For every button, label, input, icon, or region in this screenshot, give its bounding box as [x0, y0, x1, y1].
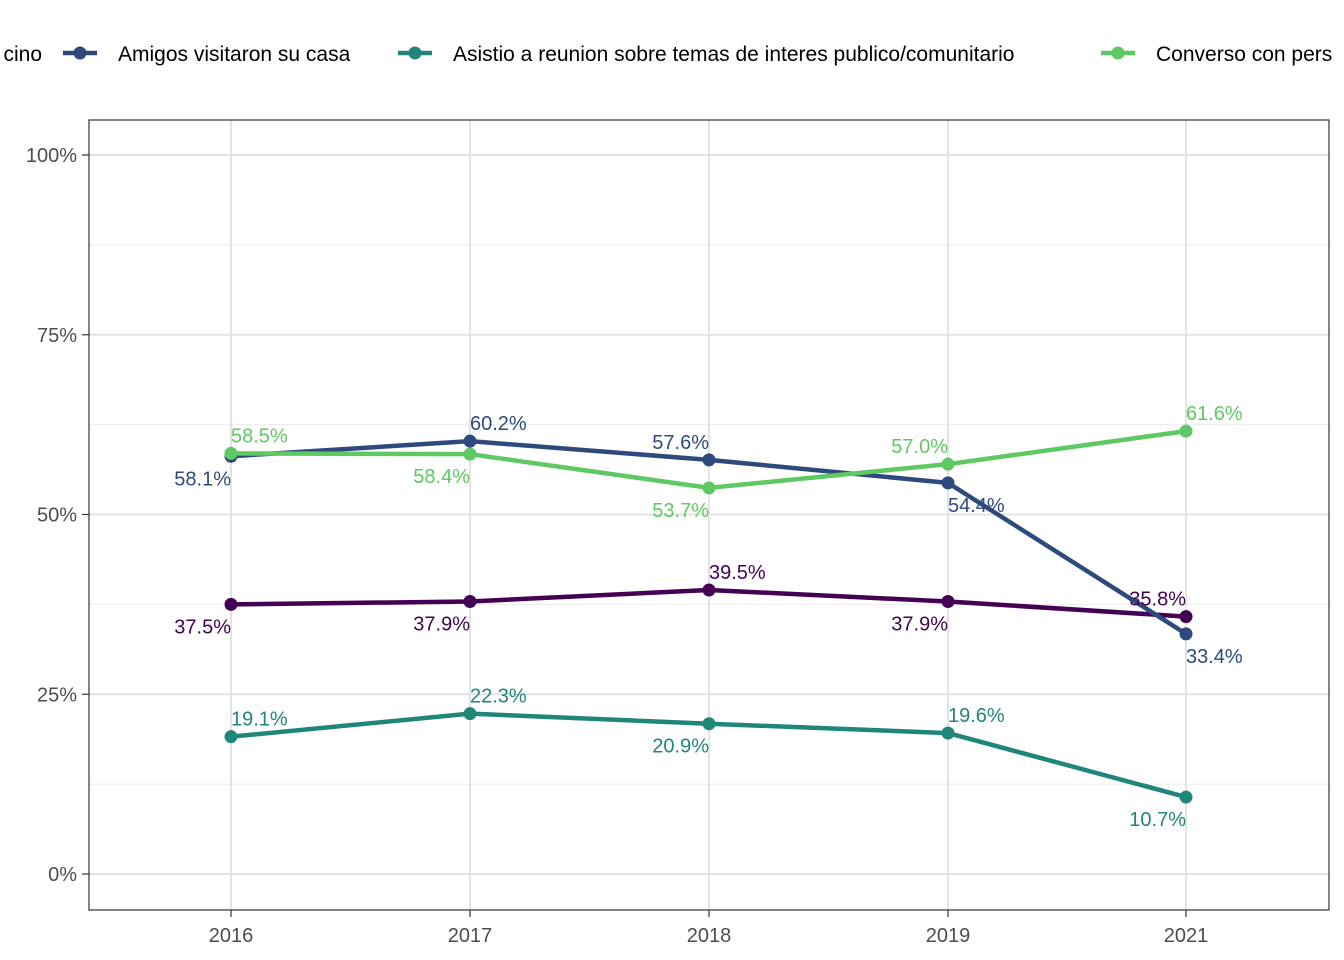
legend-label: Amigos visitaron su casa: [118, 43, 351, 66]
data-point: [1179, 424, 1193, 438]
legend-key-point: [408, 46, 422, 60]
data-label: 33.4%: [1186, 646, 1243, 668]
legend-key-point: [73, 46, 87, 60]
plot-panel: 37.5% 37.9% 39.5% 37.9% 35.8% 58.1% 60.2% 57.6%…: [88, 119, 1330, 911]
data-label: 37.9%: [413, 613, 470, 635]
y-tick-label: 0%: [48, 864, 77, 886]
data-point: [1179, 790, 1193, 804]
data-label: 22.3%: [470, 686, 527, 708]
x-tick-label: 2017: [448, 925, 493, 947]
data-point: [1179, 627, 1193, 641]
legend-label: Converso con pers: [1156, 43, 1332, 66]
data-label: 20.9%: [652, 736, 709, 758]
legend: cino Amigos visitaron su casa Asistio a re…: [3, 43, 1332, 66]
data-label: 61.6%: [1186, 403, 1243, 425]
legend-key-point: [1111, 46, 1125, 60]
data-point: [224, 446, 238, 460]
data-label: 58.4%: [413, 466, 470, 488]
data-label: 57.6%: [652, 432, 709, 454]
data-label: 19.1%: [231, 709, 288, 731]
data-point: [702, 481, 716, 495]
data-label: 10.7%: [1129, 809, 1186, 831]
x-axis: 2016 2017 2018 2019 2021: [209, 910, 1209, 947]
data-point: [463, 447, 477, 461]
data-label: 58.1%: [174, 468, 231, 490]
data-point: [702, 717, 716, 731]
y-tick-label: 75%: [37, 325, 77, 347]
x-tick-label: 2016: [209, 925, 254, 947]
data-label: 35.8%: [1129, 589, 1186, 611]
data-point: [1179, 610, 1193, 624]
series-points: [224, 424, 1193, 804]
x-tick-label: 2021: [1164, 925, 1209, 947]
x-tick-label: 2018: [687, 925, 732, 947]
y-tick-label: 25%: [37, 684, 77, 706]
data-labels: 37.5% 37.9% 39.5% 37.9% 35.8% 58.1% 60.2% 57.6%…: [174, 403, 1243, 831]
data-label: 53.7%: [652, 500, 709, 522]
data-point: [941, 476, 955, 490]
data-point: [702, 453, 716, 467]
data-point: [463, 594, 477, 608]
data-label: 37.9%: [891, 613, 948, 635]
data-point: [463, 434, 477, 448]
data-point: [224, 597, 238, 611]
data-label: 58.5%: [231, 425, 288, 447]
data-point: [224, 730, 238, 744]
data-label: 57.0%: [891, 436, 948, 458]
data-label: 54.4%: [948, 495, 1005, 517]
data-label: 39.5%: [709, 562, 766, 584]
y-tick-label: 50%: [37, 505, 77, 527]
data-point: [941, 457, 955, 471]
data-point: [941, 594, 955, 608]
y-tick-label: 100%: [26, 145, 77, 167]
data-label: 37.5%: [174, 616, 231, 638]
y-axis: 0% 25% 50% 75% 100%: [26, 145, 89, 886]
legend-label: Asistio a reunion sobre temas de interes…: [453, 43, 1014, 66]
data-point: [702, 583, 716, 597]
data-label: 60.2%: [470, 413, 527, 435]
data-point: [463, 707, 477, 721]
data-point: [941, 726, 955, 740]
legend-label: cino: [3, 43, 42, 66]
data-label: 19.6%: [948, 705, 1005, 727]
gridlines: [89, 120, 1329, 910]
x-tick-label: 2019: [926, 925, 971, 947]
